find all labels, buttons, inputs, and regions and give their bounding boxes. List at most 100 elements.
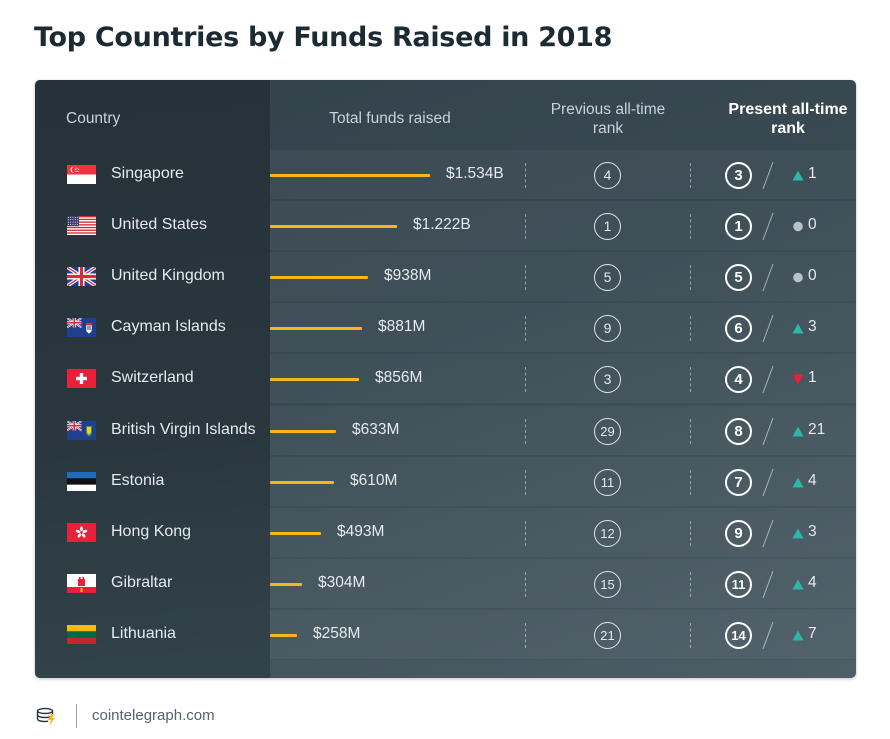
separator-slash [762, 417, 774, 445]
rank-change-value: 1 [808, 369, 817, 387]
separator-slash [762, 264, 774, 292]
rank-change-value: 21 [808, 420, 826, 438]
country-name: Estonia [111, 471, 165, 489]
rank-up-arrow-icon [792, 323, 804, 334]
flag-gibraltar-icon [67, 573, 96, 593]
column-divider [690, 622, 691, 648]
column-divider [690, 367, 691, 393]
rank-change-value: 7 [808, 624, 817, 642]
column-divider [525, 469, 526, 495]
country-name: Gibraltar [111, 573, 173, 591]
present-rank-badge: 7 [725, 468, 752, 496]
column-divider [690, 265, 691, 291]
funds-bar [270, 174, 430, 177]
separator-slash-line [762, 264, 774, 292]
present-rank-badge: 9 [725, 519, 752, 547]
footer-source: cointelegraph.com [92, 707, 215, 724]
rank-up-arrow-icon-shape [792, 630, 804, 641]
row-band [270, 559, 856, 609]
separator-slash-line [762, 161, 774, 190]
column-divider [690, 571, 691, 597]
header-previous-rank-line2: rank [592, 120, 624, 137]
rank-down-arrow-icon [792, 374, 804, 385]
rank-up-arrow-icon [792, 426, 804, 436]
funds-amount-label: $493M [337, 522, 385, 540]
funds-bar [270, 531, 321, 535]
flag-united-kingdom-icon [67, 267, 96, 287]
row-band [270, 201, 856, 252]
funds-amount-label: $881M [378, 318, 426, 336]
column-divider [525, 418, 526, 444]
row-band [270, 252, 856, 303]
flag-lithuania-icon [67, 624, 96, 644]
separator-slash-line [762, 417, 774, 445]
separator-slash [762, 161, 774, 190]
column-divider [525, 265, 526, 291]
funds-amount-label: $1.534B [446, 165, 504, 182]
present-rank-badge: 14 [725, 621, 752, 649]
row-band [270, 406, 856, 456]
flag-british-virgin-islands-icon [67, 420, 96, 440]
funds-bar [270, 582, 302, 586]
column-divider [525, 520, 526, 546]
table-row: United States $1.222B 1 1 0 [35, 201, 856, 252]
separator-slash-line [762, 468, 774, 496]
separator-slash-line [762, 212, 774, 241]
column-divider [690, 316, 691, 342]
table-row: Singapore $1.534B 4 3 1 [35, 150, 856, 201]
country-name: British Virgin Islands [111, 420, 256, 438]
rank-up-arrow-icon-shape [792, 579, 804, 590]
table-row: Switzerland $856M 3 4 1 [35, 354, 856, 405]
present-rank-badge: 11 [725, 570, 752, 598]
header-total-funds: Total funds raised [329, 110, 451, 127]
funds-bar [270, 429, 336, 433]
present-rank-badge: 3 [725, 162, 752, 189]
column-divider [525, 367, 526, 393]
separator-slash-line [762, 519, 774, 547]
separator-slash-line [762, 621, 774, 650]
rank-unchanged-dot-icon [793, 272, 803, 283]
row-band [270, 457, 856, 507]
rank-down-arrow-icon-shape [792, 374, 804, 385]
previous-rank-badge: 5 [594, 264, 621, 292]
flag-estonia-icon [67, 471, 96, 491]
country-name: Switzerland [111, 369, 194, 387]
flag-united-states-icon [67, 216, 96, 236]
rank-unchanged-dot-icon [793, 221, 803, 232]
table-row: Estonia $610M 11 7 4 [35, 457, 856, 508]
separator-slash [762, 212, 774, 241]
rank-unchanged-dot-icon-shape [793, 221, 803, 232]
rank-change-value: 1 [808, 165, 817, 182]
previous-rank-badge: 21 [594, 621, 621, 649]
table-row: Lithuania $258M 21 14 7 [35, 610, 856, 661]
row-band [270, 303, 856, 354]
column-divider [525, 571, 526, 597]
table-row: Cayman Islands $881M 9 6 3 [35, 303, 856, 354]
rank-change-value: 3 [808, 522, 817, 540]
funds-amount-label: $258M [313, 624, 361, 642]
footer-divider [76, 704, 77, 728]
funds-bar [270, 633, 297, 637]
column-divider [525, 214, 526, 240]
funds-amount-label: $856M [375, 369, 423, 387]
separator-slash-line [762, 570, 774, 598]
rank-up-arrow-icon [792, 630, 804, 641]
funds-bar [270, 480, 334, 484]
previous-rank-badge: 1 [594, 213, 621, 241]
header-previous-rank: Previous all-time rank [508, 100, 708, 138]
column-divider [690, 469, 691, 495]
header-present-rank-line1: Present all-time [728, 101, 848, 118]
table-row: United Kingdom $938M 5 5 0 [35, 252, 856, 303]
present-rank-badge: 6 [725, 315, 752, 343]
cointelegraph-logo-icon [36, 707, 55, 726]
separator-slash [762, 621, 774, 650]
funds-bar [270, 327, 362, 331]
header-country: Country [66, 110, 121, 127]
row-band [270, 508, 856, 558]
rank-up-arrow-icon [792, 170, 804, 181]
funds-amount-label: $938M [384, 267, 432, 285]
previous-rank-badge: 4 [594, 162, 621, 189]
present-rank-badge: 4 [725, 366, 752, 394]
flag-cayman-islands-icon [67, 318, 96, 338]
rank-change-value: 0 [808, 267, 817, 285]
